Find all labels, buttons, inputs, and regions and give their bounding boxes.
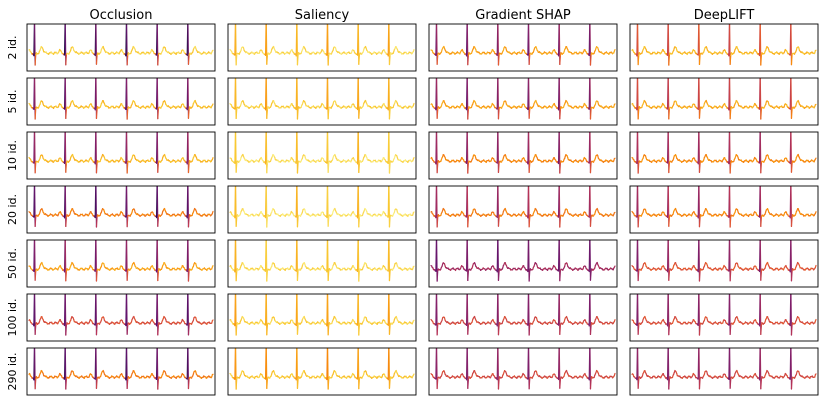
ecg-signal (229, 240, 415, 282)
ecg-signal (430, 186, 616, 228)
column-title: Gradient SHAP (475, 8, 571, 23)
panel (629, 23, 819, 72)
ecg-signal (28, 24, 214, 66)
ecg-signal (430, 294, 616, 336)
column-title: Occlusion (90, 8, 153, 23)
panel (227, 239, 417, 288)
panel (428, 185, 618, 234)
row-label: 10 id. (6, 140, 19, 171)
ecg-signal (28, 186, 214, 228)
ecg-signal (229, 132, 415, 174)
ecg-signal (229, 294, 415, 336)
panel-frame (26, 23, 216, 72)
panel (26, 239, 216, 288)
panel-frame (629, 23, 819, 72)
row-label: 50 id. (6, 248, 19, 279)
panel-frame (26, 131, 216, 180)
row-labels: 2 id. 5 id. 10 id. 20 id. 50 id. 100 id. 290 i… (6, 35, 19, 390)
ecg-signal (229, 24, 415, 66)
panel (26, 131, 216, 180)
ecg-signal (430, 240, 616, 282)
panel-frame (629, 347, 819, 396)
panel (227, 131, 417, 180)
ecg-signal (229, 78, 415, 120)
ecg-signal (229, 186, 415, 228)
panel (227, 347, 417, 396)
panel-frame (428, 239, 618, 288)
ecg-signal (631, 348, 817, 390)
panel (26, 77, 216, 126)
panel-frame (26, 239, 216, 288)
panel-frame (428, 293, 618, 342)
panel-frame (629, 131, 819, 180)
panel-frame (428, 23, 618, 72)
ecg-signal (631, 24, 817, 66)
ecg-signal (430, 348, 616, 390)
panel-frame (428, 131, 618, 180)
panel (428, 23, 618, 72)
panel (629, 293, 819, 342)
ecg-signal (229, 348, 415, 390)
panel (227, 77, 417, 126)
panel (428, 293, 618, 342)
panel (26, 23, 216, 72)
panel-frame (629, 239, 819, 288)
panel (629, 185, 819, 234)
panel (227, 293, 417, 342)
panel (428, 77, 618, 126)
row-label: 100 id. (6, 298, 19, 336)
column-title: Saliency (295, 8, 350, 23)
ecg-signal (28, 78, 214, 120)
ecg-signal (28, 348, 214, 390)
ecg-signal (430, 78, 616, 120)
ecg-signal (430, 132, 616, 174)
panel (629, 347, 819, 396)
row-label: 5 id. (6, 89, 19, 113)
ecg-signal (28, 240, 214, 282)
row-label: 20 id. (6, 194, 19, 225)
column-title: DeepLIFT (694, 8, 755, 23)
ecg-signal (430, 24, 616, 66)
panel (227, 185, 417, 234)
panel-frame (428, 77, 618, 126)
ecg-signal (631, 294, 817, 336)
panel-frame (227, 77, 417, 126)
column-titles: Occlusion Saliency Gradient SHAP DeepLIFT (90, 8, 755, 23)
panel-frame (629, 293, 819, 342)
panel (428, 347, 618, 396)
ecg-signal (631, 240, 817, 282)
panel-frame (227, 239, 417, 288)
panel-frame (227, 293, 417, 342)
ecg-signal (631, 132, 817, 174)
panel-frame (26, 185, 216, 234)
ecg-signal (631, 186, 817, 228)
panel-frame (227, 185, 417, 234)
panel (26, 347, 216, 396)
row-label: 290 id. (6, 352, 19, 390)
panel (629, 77, 819, 126)
ecg-signal (28, 132, 214, 174)
panel (428, 239, 618, 288)
panel-frame (227, 347, 417, 396)
panel-frame (26, 77, 216, 126)
panel-frame (428, 347, 618, 396)
panel-frame (227, 131, 417, 180)
panel-frame (428, 185, 618, 234)
panel (629, 239, 819, 288)
panel (26, 185, 216, 234)
panel-frame (629, 185, 819, 234)
ecg-signal (28, 294, 214, 336)
panels (26, 23, 819, 396)
panel-frame (26, 347, 216, 396)
panel-frame (629, 77, 819, 126)
panel (428, 131, 618, 180)
panel (629, 131, 819, 180)
panel (227, 23, 417, 72)
ecg-signal (631, 78, 817, 120)
row-label: 2 id. (6, 35, 19, 59)
panel (26, 293, 216, 342)
panel-frame (227, 23, 417, 72)
panel-frame (26, 293, 216, 342)
